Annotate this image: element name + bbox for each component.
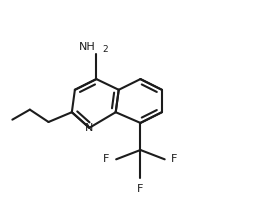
Text: F: F <box>137 184 144 194</box>
Text: NH: NH <box>78 42 95 52</box>
Text: N: N <box>85 123 94 133</box>
Text: F: F <box>103 154 110 164</box>
Text: 2: 2 <box>102 45 108 54</box>
Text: F: F <box>171 154 178 164</box>
